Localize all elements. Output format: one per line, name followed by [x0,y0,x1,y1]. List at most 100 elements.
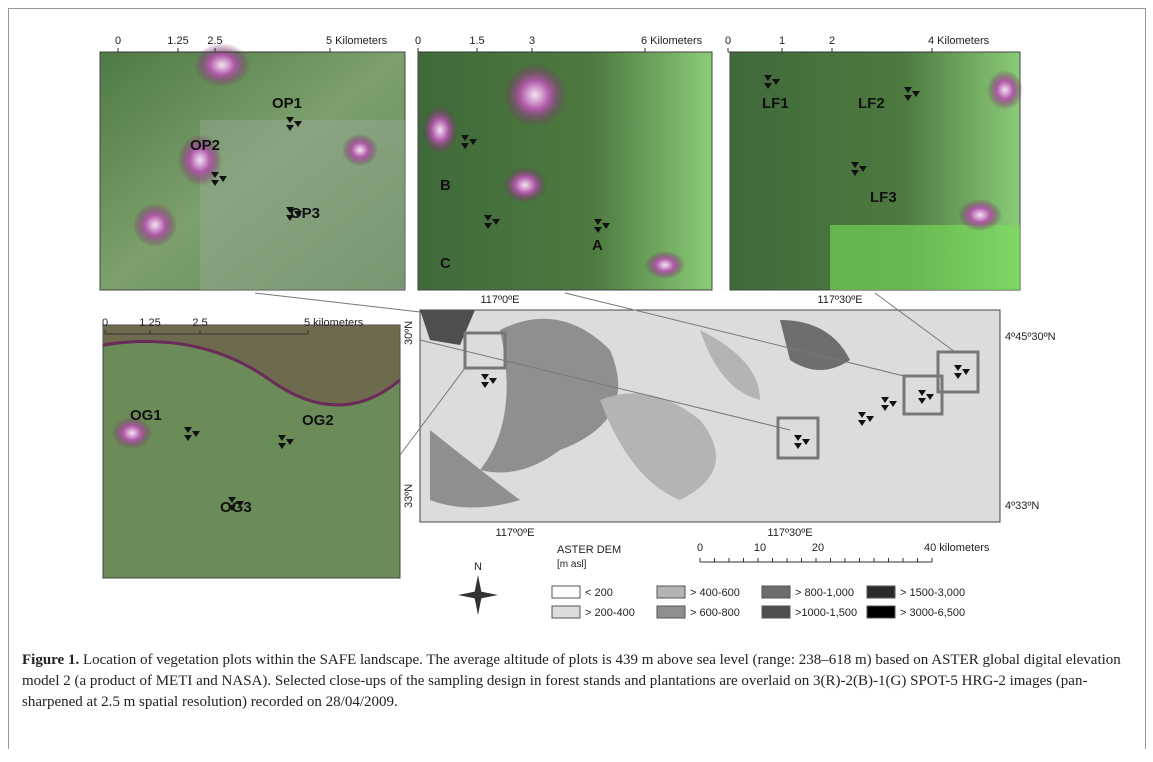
plot-marker [918,398,926,404]
figure: 0 1.25 2.5 5 Kilometers 0 1.5 3 6 Kilometers 0 1 2… [99,35,1056,619]
plot-label: OP3 [290,205,320,222]
scale-label: 0 [102,317,108,329]
legend-title: ASTER DEM [557,544,621,556]
scale-label: 4 Kilometers [928,35,990,47]
scale-label: 10 [754,542,766,554]
plot-marker [859,166,867,172]
plot-marker [926,394,934,400]
plot-marker [469,139,477,145]
plot-label: OG1 [130,407,162,424]
legend-label: > 200-400 [585,607,635,619]
scale-label: 5 kilometers [304,317,364,329]
plot-marker [851,170,859,176]
scale-label: 1.25 [139,317,160,329]
plot-label: LF2 [858,95,885,112]
scale-label: 0 [415,35,421,47]
legend-label: > 400-600 [690,587,740,599]
plot-marker [489,378,497,384]
plot-marker [484,215,492,221]
plot-marker [461,135,469,141]
plot-marker [228,497,236,503]
plot-marker [286,117,294,123]
lat-label: 33ºN [403,484,415,508]
plot-label: LF1 [762,95,789,112]
scale-label: 40 kilometers [924,542,990,554]
scale-label: 1.25 [167,35,188,47]
scale-label: 5 Kilometers [326,35,388,47]
plot-marker [184,427,192,433]
plot-marker [492,219,500,225]
legend-swatch [656,605,686,619]
plot-marker [294,211,302,217]
plot-marker [192,431,200,437]
plot-marker [881,405,889,411]
plot-marker [228,505,236,511]
plot-label: OG2 [302,412,334,429]
plot-marker [904,87,912,93]
plot-marker [294,121,302,127]
scale-label: 6 Kilometers [641,35,703,47]
plot-label: C [440,255,451,272]
plot-marker [594,227,602,233]
plot-marker [219,176,227,182]
lat-label: 4º33ºN [1005,500,1039,512]
north-label: N [474,561,482,573]
legend-label: > 3000-6,500 [900,607,965,619]
plot-marker [211,180,219,186]
plot-marker [481,382,489,388]
scale-label: 0 [115,35,121,47]
lon-label: 117º30ºE [767,527,812,539]
plot-marker [889,401,897,407]
plot-marker [211,172,219,178]
north-arrow [458,575,498,615]
satellite-image [99,51,406,291]
plot-marker [954,373,962,379]
plot-marker [904,95,912,101]
lat-label: 30ºN [403,321,415,345]
plot-marker [286,207,294,213]
legend-unit: [m asl] [557,559,587,570]
scale-label: 0 [697,542,703,554]
legend-label: < 200 [585,587,613,599]
plot-marker [954,365,962,371]
legend-swatch [551,605,581,619]
plot-marker [594,219,602,225]
scale-label: 2.5 [192,317,207,329]
caption-text: Location of vegetation plots within the … [22,652,1121,710]
plot-marker [858,420,866,426]
plot-marker [286,439,294,445]
plot-marker [286,125,294,131]
plot-marker [602,223,610,229]
scale-bars [104,48,970,619]
scale-label: 20 [812,542,824,554]
plot-label: OP2 [190,137,220,154]
plot-label: B [440,177,451,194]
plot-marker [918,390,926,396]
plot-marker [184,435,192,441]
plot-marker [278,443,286,449]
scale-label: 1.5 [469,35,484,47]
legend-swatch [761,585,791,599]
scale-label: 2.5 [207,35,222,47]
scale-label: 0 [725,35,731,47]
plot-marker [912,91,920,97]
plot-label: OP1 [272,95,302,112]
lon-label: 117º0ºE [495,527,534,539]
scale-label: 2 [829,35,835,47]
plot-marker [278,435,286,441]
legend-swatch [551,585,581,599]
plot-marker [236,501,244,507]
panel-images [99,43,1023,579]
legend-label: > 1500-3,000 [900,587,965,599]
legend-label: > 600-800 [690,607,740,619]
scale-label: 1 [779,35,785,47]
plot-label: OG3 [220,499,252,516]
plot-marker [962,369,970,375]
plot-marker [461,143,469,149]
legend-swatch [866,605,896,619]
legend-label: > 800-1,000 [795,587,854,599]
caption-label: Figure 1. [22,652,80,668]
plot-label: LF3 [870,189,897,206]
plot-marker [772,79,780,85]
